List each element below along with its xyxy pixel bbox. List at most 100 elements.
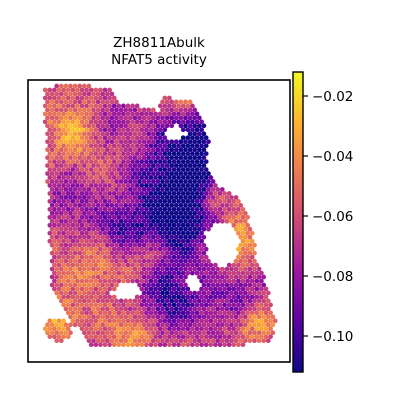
spot [155, 306, 161, 312]
spot [238, 266, 244, 272]
spot [70, 167, 76, 172]
spot [116, 270, 122, 276]
spot [164, 107, 170, 113]
spot [118, 314, 124, 320]
spot [141, 266, 147, 272]
spot [219, 306, 225, 312]
spot [130, 334, 135, 340]
spot [93, 127, 99, 133]
spot [160, 282, 165, 288]
spot [98, 238, 103, 244]
spot [125, 127, 131, 133]
spot [176, 326, 181, 332]
spot [249, 238, 255, 244]
spot [49, 274, 55, 280]
spot [102, 199, 108, 204]
spot [68, 298, 73, 304]
spot [226, 270, 232, 276]
spot [95, 171, 101, 176]
spot [58, 131, 64, 137]
spot [180, 334, 186, 340]
spot [77, 298, 83, 304]
spot [162, 214, 168, 220]
spot [153, 342, 158, 348]
spot [81, 234, 87, 240]
spot [155, 187, 161, 192]
spot [65, 270, 71, 276]
spot [144, 334, 149, 340]
spot [150, 290, 156, 296]
spot [111, 262, 117, 268]
spot [194, 334, 200, 340]
spot [162, 159, 168, 164]
spot [233, 290, 239, 296]
spot [173, 210, 179, 216]
spot [173, 290, 179, 296]
spot [242, 234, 248, 240]
spot [84, 191, 89, 196]
spot [139, 191, 145, 196]
spot [171, 103, 177, 109]
spot [238, 330, 244, 336]
spot [226, 318, 232, 324]
spot [185, 143, 191, 149]
spot [72, 131, 78, 137]
spot [146, 203, 152, 208]
spot [79, 214, 85, 220]
spot [91, 290, 96, 296]
spot [104, 234, 110, 240]
spot [203, 207, 209, 212]
spot [139, 111, 145, 117]
spot [178, 147, 184, 153]
spot [118, 250, 124, 256]
spot [100, 195, 106, 200]
spot [132, 155, 138, 160]
spot [104, 218, 110, 224]
spot [252, 322, 257, 328]
spot [240, 270, 246, 276]
spot [160, 226, 165, 232]
spot [194, 159, 200, 164]
spot [98, 87, 103, 93]
spot [61, 302, 66, 308]
spot [49, 115, 55, 121]
spot [77, 83, 83, 89]
spot [148, 135, 154, 141]
spot [121, 183, 126, 188]
spot [150, 179, 156, 184]
spot [81, 290, 87, 296]
spot [190, 119, 195, 125]
colorbar-tick-label: −0.02 [312, 89, 353, 105]
spot [226, 286, 232, 292]
spot [86, 195, 92, 200]
spot [208, 199, 214, 204]
spot [146, 187, 152, 192]
spot [167, 310, 172, 316]
spot [144, 127, 149, 133]
spot [56, 95, 62, 101]
spot [77, 266, 83, 272]
spot [134, 135, 140, 141]
spot [263, 334, 269, 340]
spot [81, 226, 87, 232]
spot [93, 222, 99, 228]
spot [196, 139, 202, 145]
spot [102, 326, 108, 332]
spot [52, 286, 57, 292]
spot [210, 274, 216, 280]
spot [222, 278, 227, 284]
spot [157, 270, 163, 276]
spot [190, 159, 195, 164]
spot [125, 230, 131, 236]
spot [249, 262, 255, 268]
spot [132, 203, 138, 208]
spot [121, 167, 126, 172]
spot [164, 139, 170, 145]
spot [238, 203, 244, 208]
spot [116, 167, 122, 172]
spot [256, 322, 262, 328]
spot [93, 342, 99, 348]
spot [144, 310, 149, 316]
spot [56, 262, 62, 268]
spot [194, 127, 200, 133]
